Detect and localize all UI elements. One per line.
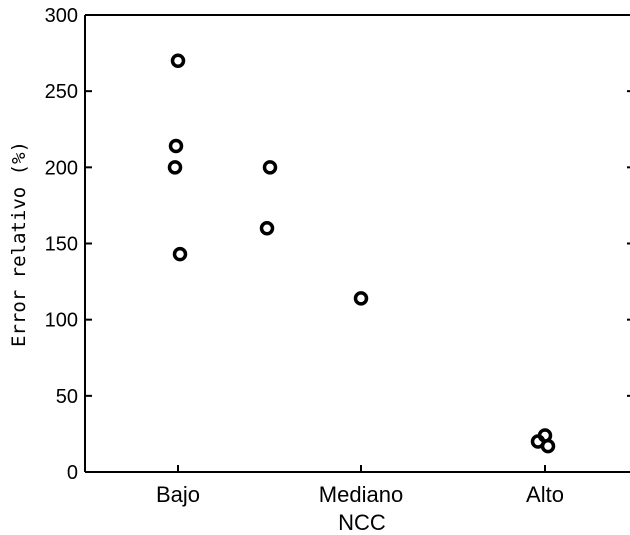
data-point xyxy=(167,160,183,175)
x-tick-label: Bajo xyxy=(156,482,200,507)
data-point xyxy=(170,53,186,68)
y-tick-label: 200 xyxy=(45,157,78,179)
y-tick-label: 150 xyxy=(45,234,78,256)
y-tick-label: 50 xyxy=(56,386,78,408)
x-tick-label: Mediano xyxy=(319,482,403,507)
data-point xyxy=(172,246,188,262)
y-tick-label: 0 xyxy=(67,462,78,484)
x-axis-label: NCC xyxy=(338,510,386,535)
data-point xyxy=(353,291,369,306)
x-tick-label: Alto xyxy=(526,482,564,507)
data-point xyxy=(168,138,184,154)
x-ticks: Bajo Mediano Alto xyxy=(156,465,564,507)
data-point xyxy=(259,221,275,236)
data-points xyxy=(167,53,556,454)
y-tick-label: 250 xyxy=(45,81,78,103)
data-point xyxy=(540,438,556,454)
y-axis-label: Error relativo (%) xyxy=(8,141,30,347)
y-tick-label: 300 xyxy=(45,5,78,27)
y-tick-label: 100 xyxy=(45,310,78,332)
y-ticks: 0 50 100 150 200 250 300 xyxy=(45,5,92,484)
data-point xyxy=(262,160,278,175)
